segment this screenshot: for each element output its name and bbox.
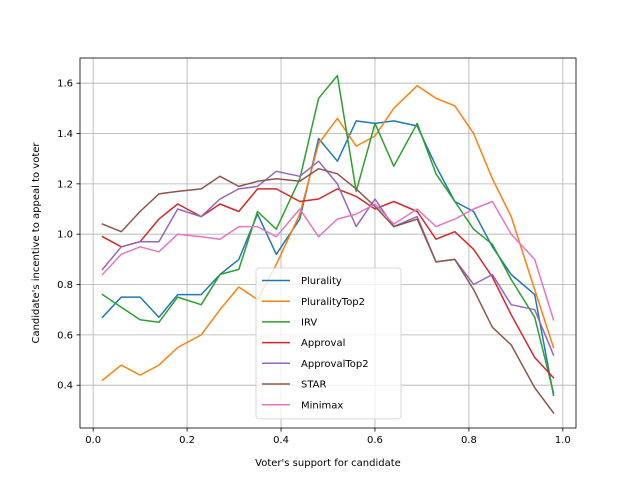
x-axis-label: Voter's support for candidate (255, 458, 401, 469)
y-tick-label: 1.2 (57, 179, 73, 190)
series-line-minimax (101, 200, 555, 321)
legend-label: Plurality (301, 276, 342, 287)
series-line-plurality (101, 120, 555, 397)
y-tick-label: 1.4 (57, 129, 73, 140)
y-tick-label: 0.6 (57, 330, 73, 341)
x-tick-label: 0.0 (85, 435, 101, 446)
y-tick-label: 1.6 (57, 79, 73, 90)
legend-label: ApprovalTop2 (301, 359, 369, 370)
x-tick-label: 1.0 (555, 435, 571, 446)
legend-label: STAR (301, 380, 327, 391)
legend-label: PluralityTop2 (301, 297, 365, 308)
x-tick-label: 0.2 (179, 435, 195, 446)
x-tick-label: 0.4 (273, 435, 289, 446)
series-line-approvaltop2 (101, 160, 555, 356)
legend: Plurality PluralityTop2 IRV Approval Approva… (255, 267, 402, 420)
legend-label: Approval (301, 338, 345, 349)
y-axis: 0.4 0.6 0.8 1.0 1.2 1.4 1.6 (57, 79, 80, 392)
legend-label: IRV (301, 318, 317, 329)
series-lines (101, 74, 555, 414)
x-tick-label: 0.6 (367, 435, 383, 446)
plot-frame (79, 57, 577, 429)
series-line-irv (101, 74, 555, 394)
x-axis: 0.0 0.2 0.4 0.6 0.8 1.0 (85, 428, 571, 446)
y-tick-label: 0.8 (57, 280, 73, 291)
y-axis-label: Candidate's incentive to appeal to voter (31, 142, 42, 344)
series-line-star (101, 167, 555, 414)
legend-box (255, 267, 402, 420)
series-line-pluralitytop2 (101, 84, 555, 382)
x-tick-label: 0.8 (461, 435, 477, 446)
series-line-approval (101, 188, 555, 379)
y-tick-label: 0.4 (57, 381, 73, 392)
y-tick-label: 1.0 (57, 230, 73, 241)
legend-label: Minimax (301, 400, 343, 411)
